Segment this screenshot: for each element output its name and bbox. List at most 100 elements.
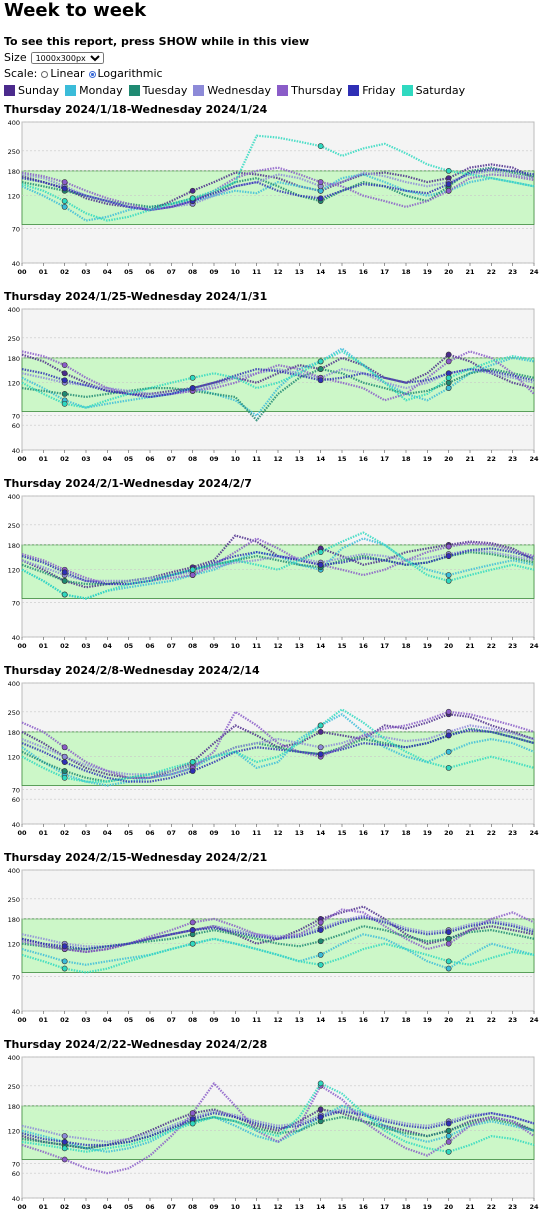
x-tick-label: 12 [273, 268, 282, 276]
x-tick-label: 15 [337, 1203, 347, 1211]
y-tick-label: 70 [12, 600, 20, 608]
data-point [445, 935, 452, 942]
data-point [317, 751, 324, 758]
x-tick-label: 18 [401, 1203, 411, 1211]
x-tick-label: 11 [252, 829, 262, 837]
x-tick-label: 02 [60, 1203, 69, 1211]
x-tick-label: 17 [380, 268, 389, 276]
data-point [61, 203, 68, 210]
data-point [445, 748, 452, 755]
x-tick-label: 10 [231, 642, 241, 650]
y-tick-label: 250 [8, 522, 20, 530]
data-point [445, 940, 452, 947]
y-tick-label: 40 [12, 634, 20, 642]
data-point [189, 374, 196, 381]
x-tick-label: 09 [209, 829, 219, 837]
y-tick-label: 120 [8, 941, 20, 949]
data-point [445, 553, 452, 559]
x-tick-label: 14 [316, 1016, 326, 1024]
x-tick-label: 14 [316, 1203, 326, 1211]
data-point [189, 1120, 196, 1127]
legend-swatch [4, 85, 15, 96]
scale-linear-radio[interactable]: Linear [41, 66, 85, 82]
x-tick-label: 07 [167, 642, 176, 650]
x-tick-label: 05 [124, 268, 134, 276]
target-range-band [21, 731, 535, 786]
x-tick-label: 03 [81, 455, 90, 463]
x-tick-label: 03 [81, 829, 90, 837]
instruction-text: To see this report, press SHOW while in … [4, 35, 310, 48]
data-point [61, 400, 68, 407]
data-point [61, 774, 68, 781]
data-point [317, 366, 324, 372]
y-tick-label: 250 [8, 709, 20, 717]
x-tick-label: 22 [487, 829, 496, 837]
x-tick-label: 01 [39, 1203, 49, 1211]
x-tick-label: 10 [231, 1016, 241, 1024]
x-tick-label: 02 [60, 268, 69, 276]
y-tick-label: 120 [8, 567, 20, 575]
x-tick-label: 03 [81, 1203, 90, 1211]
x-tick-label: 18 [401, 829, 411, 837]
x-tick-label: 05 [124, 1203, 134, 1211]
x-tick-label: 20 [444, 829, 454, 837]
series-saturday [21, 134, 535, 222]
x-tick-label: 05 [124, 829, 134, 837]
radio-selected-icon[interactable] [88, 70, 96, 78]
x-tick-label: 24 [529, 268, 539, 276]
x-tick-label: 16 [359, 642, 369, 650]
series-saturday [21, 350, 535, 409]
week-chart: Thursday 2024/2/8-Wednesday 2024/2/14 40 6… [4, 663, 540, 847]
legend-swatch [193, 85, 205, 96]
legend-item-wednesday: Wednesday [193, 82, 271, 99]
x-tick-label: 22 [487, 1016, 496, 1024]
data-point [445, 764, 452, 771]
legend-item-thursday: Thursday [277, 82, 342, 99]
radio-circle-icon[interactable] [41, 70, 49, 78]
data-point [445, 958, 452, 965]
data-point [61, 179, 68, 185]
x-tick-label: 13 [295, 1016, 304, 1024]
x-tick-label: 02 [60, 1016, 69, 1024]
x-tick-label: 17 [380, 1203, 389, 1211]
x-tick-label: 15 [337, 642, 347, 650]
y-tick-label: 400 [8, 1054, 20, 1062]
x-tick-label: 21 [465, 455, 475, 463]
series-line [21, 1116, 535, 1150]
data-point [317, 179, 324, 185]
y-tick-label: 180 [8, 1103, 20, 1111]
data-point [317, 377, 324, 384]
x-tick-label: 00 [17, 1016, 27, 1024]
data-point [445, 708, 452, 715]
y-tick-label: 180 [8, 355, 20, 363]
scale-label: Scale: [4, 67, 38, 80]
x-tick-label: 07 [167, 455, 176, 463]
x-tick-label: 11 [252, 268, 262, 276]
scale-log-radio[interactable]: Logarithmic [88, 66, 163, 82]
x-tick-label: 21 [465, 1203, 475, 1211]
legend-swatch [348, 85, 360, 96]
x-tick-label: 20 [444, 268, 454, 276]
series-saturday [21, 1080, 535, 1155]
series-line [21, 1110, 535, 1147]
series-saturday [21, 531, 535, 600]
y-tick-label: 120 [8, 193, 20, 201]
data-point [189, 768, 196, 774]
x-tick-label: 08 [188, 455, 198, 463]
data-point [445, 374, 452, 381]
x-tick-label: 04 [103, 1203, 113, 1211]
x-tick-label: 15 [337, 829, 347, 837]
data-point [189, 572, 196, 578]
size-select[interactable]: 1000x300px [30, 52, 104, 64]
x-tick-label: 16 [359, 1203, 369, 1211]
series-friday [21, 916, 535, 951]
x-tick-label: 08 [188, 1203, 198, 1211]
y-tick-label: 250 [8, 896, 20, 904]
x-tick-label: 08 [188, 829, 198, 837]
scale-row: Scale: Linear Logarithmic [4, 66, 540, 82]
x-tick-label: 09 [209, 1016, 219, 1024]
week-chart: Thursday 2024/2/15-Wednesday 2024/2/21 40… [4, 850, 540, 1034]
x-tick-label: 16 [359, 455, 369, 463]
legend-swatch [277, 85, 289, 96]
data-point [61, 1133, 68, 1139]
